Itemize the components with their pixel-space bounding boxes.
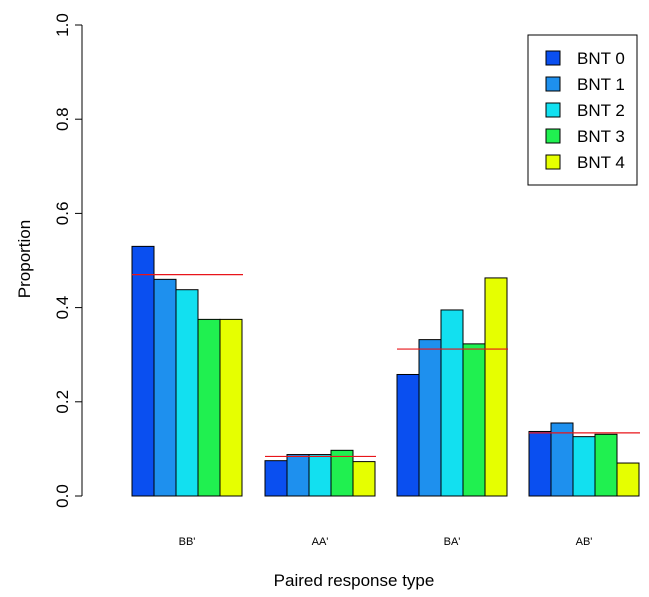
reference-lines	[132, 274, 640, 458]
legend-swatch	[545, 154, 561, 170]
bar	[153, 278, 177, 497]
y-tick-label: 1.0	[53, 13, 72, 37]
category-labels: BB' AA' BA' AB'	[179, 536, 593, 548]
bar	[572, 436, 596, 497]
bar	[440, 309, 464, 497]
y-axis-title: Proportion	[15, 220, 34, 298]
y-tick-label: 0.4	[53, 296, 72, 320]
bar	[330, 449, 354, 497]
legend: BNT 0 BNT 1 BNT 2 BNT 3 BNT 4	[527, 34, 638, 186]
legend-swatch	[545, 76, 561, 92]
x-axis-title: Paired response type	[274, 571, 435, 590]
bar	[418, 339, 442, 497]
legend-label: BNT 3	[577, 127, 625, 146]
bar	[462, 343, 486, 497]
category-label: AA'	[312, 536, 329, 548]
legend-items: BNT 0 BNT 1 BNT 2 BNT 3 BNT 4	[545, 49, 625, 172]
bar	[352, 461, 376, 497]
category-label: BB'	[179, 536, 196, 548]
legend-swatch	[545, 50, 561, 66]
legend-label: BNT 4	[577, 153, 625, 172]
category-label: BA'	[444, 536, 461, 548]
bar	[131, 245, 155, 497]
y-tick-label: 0.0	[53, 484, 72, 508]
y-ticks: 0.0 0.2 0.4 0.6 0.8 1.0	[53, 13, 82, 508]
bar	[396, 373, 420, 497]
legend-label: BNT 1	[577, 75, 625, 94]
bar	[616, 462, 640, 497]
bar	[484, 277, 508, 497]
legend-label: BNT 2	[577, 101, 625, 120]
bar	[550, 422, 574, 497]
bar	[308, 454, 332, 497]
y-tick-label: 0.6	[53, 202, 72, 226]
bar	[594, 433, 618, 497]
bar	[219, 318, 243, 497]
bars	[131, 245, 640, 497]
category-label: AB'	[576, 536, 593, 548]
y-axis: 0.0 0.2 0.4 0.6 0.8 1.0	[53, 13, 83, 508]
legend-swatch	[545, 128, 561, 144]
y-tick-label: 0.2	[53, 390, 72, 414]
bar	[197, 318, 221, 497]
bar	[286, 454, 310, 497]
legend-label: BNT 0	[577, 49, 625, 68]
bar	[528, 430, 552, 497]
bar	[264, 460, 288, 497]
y-tick-label: 0.8	[53, 107, 72, 131]
legend-swatch	[545, 102, 561, 118]
bar	[175, 289, 199, 497]
